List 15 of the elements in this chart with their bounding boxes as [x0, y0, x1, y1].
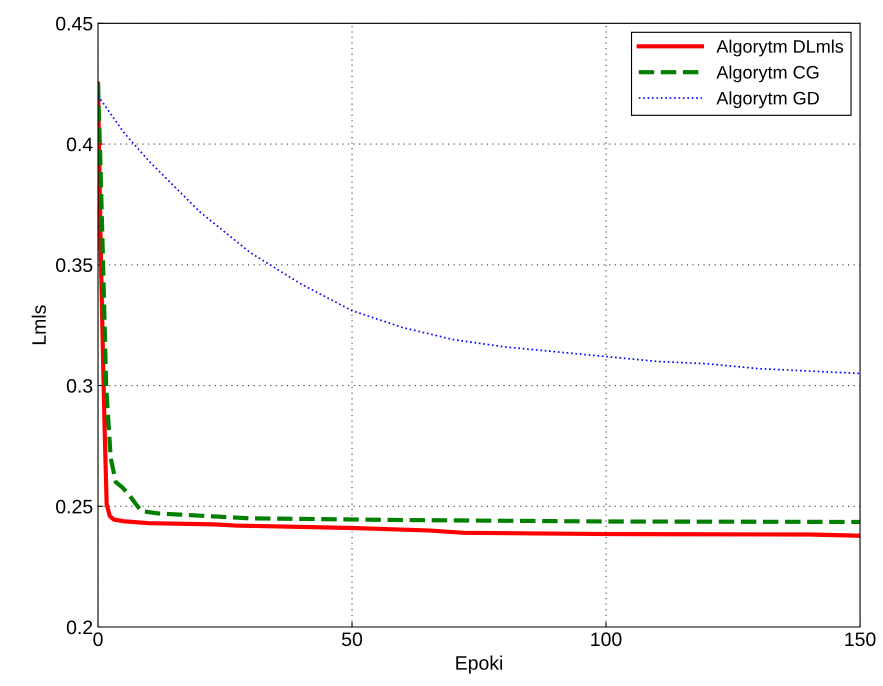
y-tick-label: 0.45 — [56, 16, 92, 31]
y-tick-label: 0.25 — [56, 500, 92, 514]
y-tick-label: 0.2 — [66, 620, 92, 634]
x-tick-label: 100 — [591, 632, 622, 646]
y-tick-label: 0.3 — [66, 379, 92, 393]
legend-label: Algorytm DLmls — [716, 40, 844, 56]
legend-label: Algorytm CG — [716, 65, 818, 82]
y-axis-title: Lmls — [32, 305, 46, 344]
x-tick-label: 0 — [93, 632, 103, 646]
y-tick-label: 0.4 — [66, 138, 93, 152]
x-tick-label: 50 — [342, 632, 362, 646]
x-tick-label: 150 — [845, 632, 876, 646]
legend-label: Algorytm GD — [716, 91, 819, 108]
x-axis-title: Epoki — [456, 656, 502, 674]
y-tick-label: 0.35 — [56, 258, 92, 272]
